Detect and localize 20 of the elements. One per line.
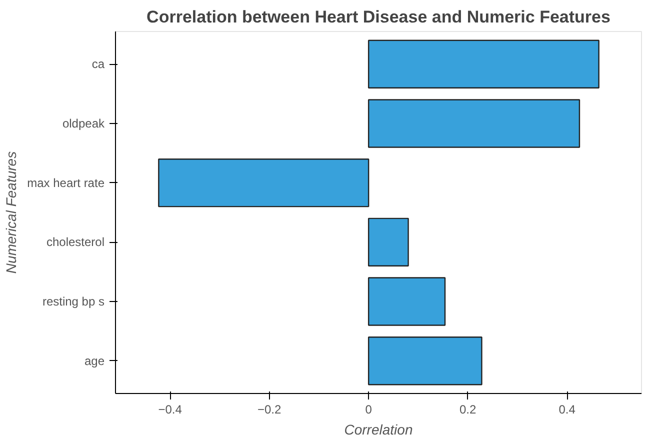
bar (368, 277, 446, 326)
x-tick-label: 0 (365, 402, 372, 416)
bar (368, 218, 409, 267)
y-tick-label: oldpeak (62, 116, 106, 130)
y-tick-label: max heart rate (27, 176, 105, 190)
y-tick-label: ca (92, 57, 105, 72)
y-tick-label: cholesterol (46, 235, 104, 250)
x-tick-label: −0.2 (257, 402, 282, 416)
x-tick-label: 0.4 (558, 402, 576, 416)
y-tick-label: resting bp s (42, 294, 105, 309)
x-tick-label: 0.2 (459, 402, 476, 416)
y-tick-label: age (84, 354, 105, 368)
x-axis-title: Correlation (344, 422, 413, 438)
bar (368, 336, 482, 386)
chart-title: Correlation between Heart Disease and Numeric Features (146, 8, 610, 26)
bar (368, 99, 580, 148)
x-tick-label: −0.4 (158, 402, 182, 416)
bar (368, 40, 600, 88)
y-axis-title: Numerical Features (3, 151, 20, 274)
bar (158, 158, 370, 208)
